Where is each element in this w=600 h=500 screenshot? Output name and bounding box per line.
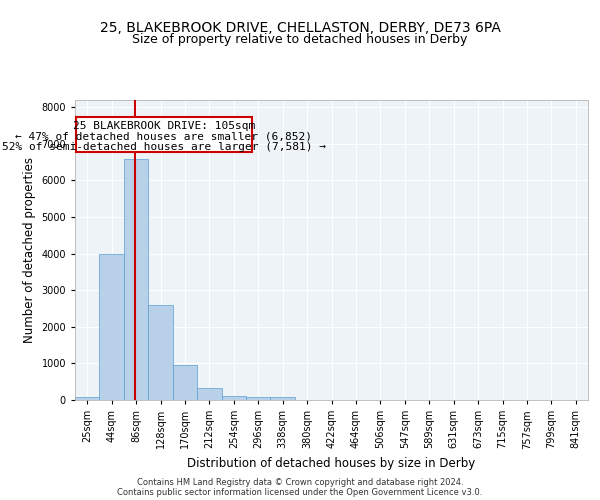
Text: 52% of semi-detached houses are larger (7,581) →: 52% of semi-detached houses are larger (…: [2, 142, 326, 152]
X-axis label: Distribution of detached houses by size in Derby: Distribution of detached houses by size …: [187, 457, 476, 470]
Bar: [197, 388, 221, 400]
Text: 25 BLAKEBROOK DRIVE: 105sqm: 25 BLAKEBROOK DRIVE: 105sqm: [73, 121, 255, 131]
Bar: [124, 158, 148, 400]
Bar: [173, 365, 197, 400]
Bar: [271, 398, 295, 400]
Bar: [221, 396, 246, 400]
Text: ← 47% of detached houses are smaller (6,852): ← 47% of detached houses are smaller (6,…: [15, 132, 312, 141]
Text: Contains HM Land Registry data © Crown copyright and database right 2024.
Contai: Contains HM Land Registry data © Crown c…: [118, 478, 482, 497]
FancyBboxPatch shape: [76, 117, 251, 152]
Bar: [100, 254, 124, 400]
Text: Size of property relative to detached houses in Derby: Size of property relative to detached ho…: [133, 34, 467, 46]
Bar: [246, 398, 271, 400]
Bar: [75, 398, 100, 400]
Text: 25, BLAKEBROOK DRIVE, CHELLASTON, DERBY, DE73 6PA: 25, BLAKEBROOK DRIVE, CHELLASTON, DERBY,…: [100, 20, 500, 34]
Y-axis label: Number of detached properties: Number of detached properties: [23, 157, 36, 343]
Bar: [148, 305, 173, 400]
